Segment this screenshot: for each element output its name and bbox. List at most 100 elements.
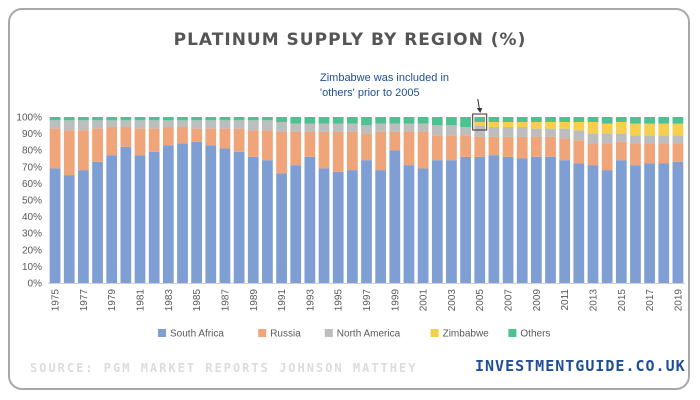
bar-segment	[106, 117, 118, 121]
bar-segment	[502, 121, 514, 127]
bar-segment	[106, 155, 118, 283]
bar-segment	[233, 151, 245, 283]
bar-segment	[545, 121, 556, 129]
bar-segment	[177, 143, 188, 283]
bar-segment	[191, 141, 203, 283]
x-tick-label: 1977	[79, 289, 90, 312]
bar-segment	[658, 135, 670, 144]
bar-segment	[587, 143, 599, 166]
bar-segment	[601, 133, 613, 144]
bar-segment	[78, 117, 89, 121]
bar-segment	[502, 117, 514, 122]
bar-segment	[587, 133, 599, 144]
x-tick-label: 2001	[419, 289, 430, 312]
bar-segment	[658, 123, 670, 136]
bar-segment	[78, 130, 89, 171]
brand-logo-text: INVESTMENTGUIDE.CO.UK	[475, 357, 686, 375]
bar-segment	[615, 121, 627, 134]
y-tick-label: 0%	[28, 279, 43, 290]
y-tick-label: 80%	[22, 146, 42, 157]
bar-segment	[516, 136, 528, 159]
bar-segment	[630, 123, 641, 136]
bar-segment	[332, 171, 344, 283]
bar-segment	[545, 128, 556, 137]
bar-segment	[615, 117, 627, 122]
x-tick-label: 2005	[475, 289, 486, 312]
legend-label: Others	[520, 329, 550, 340]
bar-segment	[672, 161, 684, 283]
annotation-arrowhead	[476, 108, 483, 113]
annotation-text-line2: 'others' prior to 2005	[320, 87, 420, 99]
bar-segment	[446, 125, 457, 136]
annotation-box	[472, 113, 488, 131]
bar-segment	[191, 120, 203, 129]
x-tick-label: 1981	[136, 289, 147, 312]
bar-segment	[488, 126, 500, 137]
bar-segment	[63, 117, 75, 121]
bar-segment	[290, 131, 302, 166]
bar-segment	[92, 128, 103, 162]
y-tick-label: 50%	[22, 196, 42, 207]
bar-segment	[516, 117, 528, 122]
bar-segment	[361, 117, 372, 126]
bar-segment	[545, 156, 556, 283]
bar-segment	[205, 128, 217, 146]
bar-segment	[191, 117, 203, 121]
bar-segment	[431, 160, 443, 283]
bar-segment	[318, 123, 330, 132]
bar-segment	[474, 117, 486, 122]
bar-segment	[134, 117, 146, 121]
y-tick-label: 20%	[22, 245, 42, 256]
bar-segment	[120, 117, 132, 121]
bar-segment	[630, 143, 641, 166]
bar-segment	[431, 135, 443, 161]
bar-segment	[304, 123, 316, 132]
bar-segment	[346, 170, 358, 283]
bar-segment	[148, 151, 160, 283]
bar-segment	[92, 117, 103, 121]
bar-segment	[332, 123, 344, 132]
legend-swatch	[324, 329, 333, 337]
bar-segment	[219, 128, 231, 149]
bar-segment	[346, 131, 358, 171]
bar-segment	[304, 156, 316, 283]
bar-segment	[162, 145, 174, 283]
bar-segment	[106, 126, 118, 156]
bar-segment	[474, 156, 486, 283]
bar-segment	[488, 121, 500, 127]
bar-segment	[247, 156, 259, 283]
bar-segment	[516, 158, 528, 283]
legend-swatch	[158, 329, 166, 337]
bar-segment	[644, 163, 655, 283]
bar-segment	[247, 120, 259, 131]
x-tick-label: 2017	[645, 289, 656, 312]
bar-segment	[346, 117, 358, 124]
bar-segment	[672, 117, 684, 124]
bar-segment	[559, 128, 571, 139]
y-tick-label: 60%	[22, 179, 42, 190]
bar-segment	[120, 146, 132, 283]
bar-segment	[304, 131, 316, 157]
y-tick-label: 70%	[22, 162, 42, 173]
bar-segment	[431, 117, 443, 126]
bar-segment	[587, 165, 599, 283]
bar-segment	[601, 143, 613, 171]
legend-label: North America	[337, 329, 401, 340]
bar-segment	[460, 126, 471, 136]
annotation-text-line1: Zimbabwe was included in	[320, 72, 449, 84]
bar-segment	[615, 160, 627, 283]
bar-segment	[431, 125, 443, 136]
bar-segment	[403, 165, 415, 283]
bar-segment	[177, 126, 188, 144]
bar-segment	[573, 130, 585, 141]
bar-segment	[78, 170, 89, 283]
bar-segment	[601, 170, 613, 283]
bar-segment	[488, 136, 500, 156]
bar-segment	[658, 163, 670, 283]
bar-segment	[644, 123, 655, 136]
bar-segment	[417, 117, 429, 124]
bar-segment	[545, 117, 556, 122]
bar-segment	[530, 117, 542, 122]
bar-segment	[120, 126, 132, 147]
